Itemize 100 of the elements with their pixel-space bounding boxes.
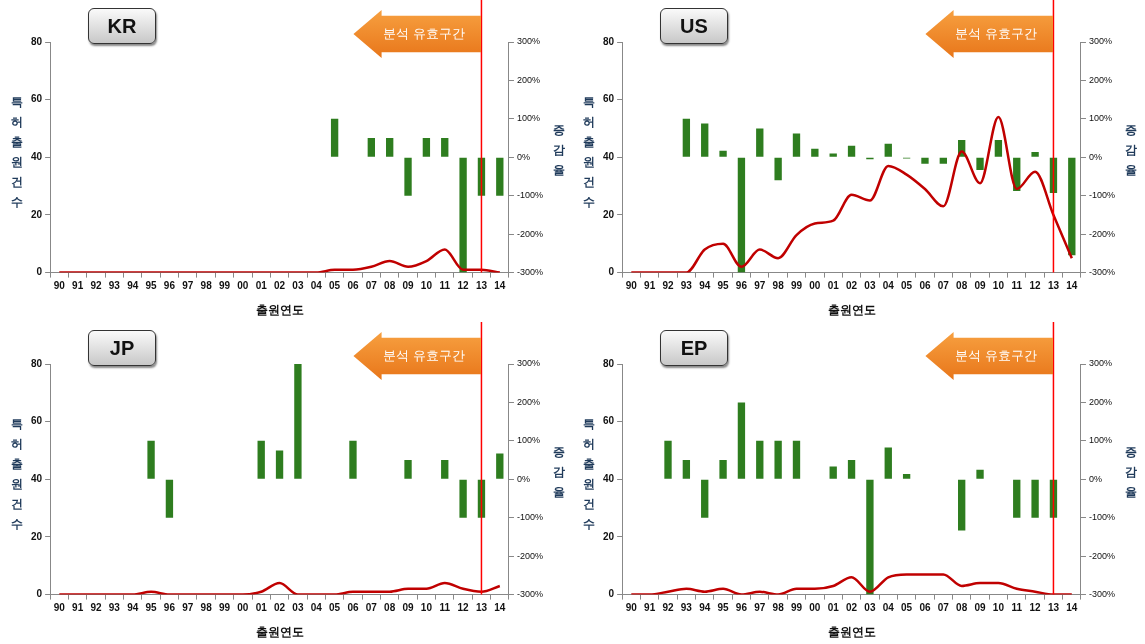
- bar: [976, 469, 984, 479]
- y-tick-label: 60: [31, 93, 43, 105]
- x-tick-label: 95: [145, 602, 158, 614]
- x-tick-label: 94: [127, 602, 139, 614]
- x-tick-label: 13: [1047, 280, 1060, 292]
- x-tick-label: 91: [644, 280, 656, 292]
- x-tick-label: 01: [255, 280, 268, 292]
- x-tick-label: 99: [218, 602, 231, 614]
- bar: [866, 479, 874, 595]
- x-tick-label: 10: [992, 280, 1005, 292]
- bar: [441, 460, 449, 479]
- y2-tick-label: -200%: [516, 228, 543, 239]
- x-tick-label: 97: [182, 602, 194, 614]
- y-axis-title: 특허출원건수: [582, 94, 596, 211]
- bar: [811, 148, 819, 157]
- bar: [829, 153, 837, 157]
- bar: [847, 460, 856, 479]
- bar: [496, 453, 504, 479]
- x-tick-label: 06: [919, 602, 931, 614]
- y2-tick-label: -300%: [516, 589, 543, 600]
- x-tick-label: 94: [699, 280, 711, 292]
- x-tick-label: 03: [292, 280, 304, 292]
- bar: [737, 157, 746, 273]
- x-tick-label: 01: [827, 602, 840, 614]
- x-tick-label: 02: [273, 280, 286, 292]
- y2-axis-title: 증감율: [552, 122, 566, 179]
- bar: [994, 140, 1003, 157]
- y2-tick-label: 0%: [1088, 151, 1102, 162]
- x-tick-label: 03: [864, 280, 876, 292]
- x-tick-label: 94: [127, 280, 139, 292]
- chart-title: US: [660, 8, 728, 44]
- x-tick-label: 11: [439, 280, 451, 292]
- x-tick-label: 95: [145, 280, 158, 292]
- y-tick-label: 60: [603, 93, 615, 105]
- y-tick-label: 80: [31, 357, 43, 369]
- x-tick-label: 07: [937, 280, 950, 292]
- line-series: [630, 115, 1074, 273]
- x-tick-label: 95: [717, 280, 730, 292]
- y-tick-label: 60: [31, 415, 43, 427]
- x-axis-title: 출원연도: [255, 303, 304, 318]
- x-tick-label: 00: [237, 280, 249, 292]
- bar: [257, 440, 265, 479]
- y2-tick-label: -200%: [516, 550, 543, 561]
- x-axis-title: 출원연도: [255, 625, 304, 640]
- x-tick-label: 05: [329, 602, 341, 614]
- bar: [792, 133, 801, 157]
- x-tick-label: 97: [182, 280, 194, 292]
- x-tick-label: 05: [329, 280, 341, 292]
- bar: [719, 460, 727, 479]
- x-axis-title: 출원연도: [827, 303, 876, 318]
- text: 분석 유효구간: [383, 25, 466, 43]
- y2-tick-label: 0%: [516, 151, 530, 162]
- x-tick-label: 98: [772, 280, 785, 292]
- y-tick-label: 80: [31, 35, 43, 47]
- y2-tick-label: 100%: [516, 435, 541, 446]
- y-axis-title: 특허출원건수: [10, 94, 24, 211]
- x-tick-label: 99: [218, 280, 231, 292]
- x-tick-label: 13: [475, 280, 488, 292]
- bar: [902, 473, 911, 479]
- x-tick-label: 12: [1029, 602, 1042, 614]
- y2-tick-label: -300%: [1088, 267, 1115, 278]
- x-tick-label: 07: [365, 280, 378, 292]
- bar: [774, 440, 782, 479]
- x-tick-label: 92: [662, 602, 675, 614]
- bar: [682, 118, 691, 157]
- bar: [1031, 151, 1039, 157]
- y-tick-label: 60: [603, 415, 615, 427]
- x-tick-label: 96: [735, 280, 748, 292]
- x-tick-label: 97: [754, 280, 766, 292]
- y2-tick-label: -100%: [1088, 512, 1115, 523]
- x-tick-label: 10: [420, 280, 433, 292]
- y-tick-label: 20: [603, 530, 615, 542]
- y-tick-label: 0: [36, 588, 43, 600]
- chart-title: JP: [88, 330, 156, 366]
- x-tick-label: 06: [347, 602, 359, 614]
- bar: [756, 440, 764, 479]
- y-tick-label: 0: [608, 266, 615, 278]
- y-tick-label: 40: [603, 473, 615, 485]
- x-tick-label: 04: [882, 280, 895, 292]
- text: 분석 유효구간: [955, 25, 1038, 43]
- y-tick-label: 0: [608, 588, 615, 600]
- x-tick-label: 04: [310, 602, 323, 614]
- x-tick-label: 90: [625, 280, 638, 292]
- bar: [496, 157, 504, 196]
- bar: [404, 460, 412, 479]
- y-tick-label: 40: [603, 151, 615, 163]
- bar: [275, 450, 284, 479]
- x-tick-label: 91: [72, 602, 84, 614]
- x-tick-label: 03: [292, 602, 304, 614]
- bar: [294, 364, 302, 479]
- y2-tick-label: 0%: [1088, 473, 1102, 484]
- bar: [921, 157, 929, 164]
- x-tick-label: 05: [901, 280, 913, 292]
- x-tick-label: 08: [384, 602, 396, 614]
- y2-tick-label: 300%: [1088, 36, 1113, 47]
- bar: [664, 440, 672, 479]
- y2-tick-label: 0%: [516, 473, 530, 484]
- y2-axis-title: 증감율: [1124, 444, 1138, 501]
- text: 분석 유효구간: [383, 347, 466, 365]
- x-tick-label: 09: [402, 602, 415, 614]
